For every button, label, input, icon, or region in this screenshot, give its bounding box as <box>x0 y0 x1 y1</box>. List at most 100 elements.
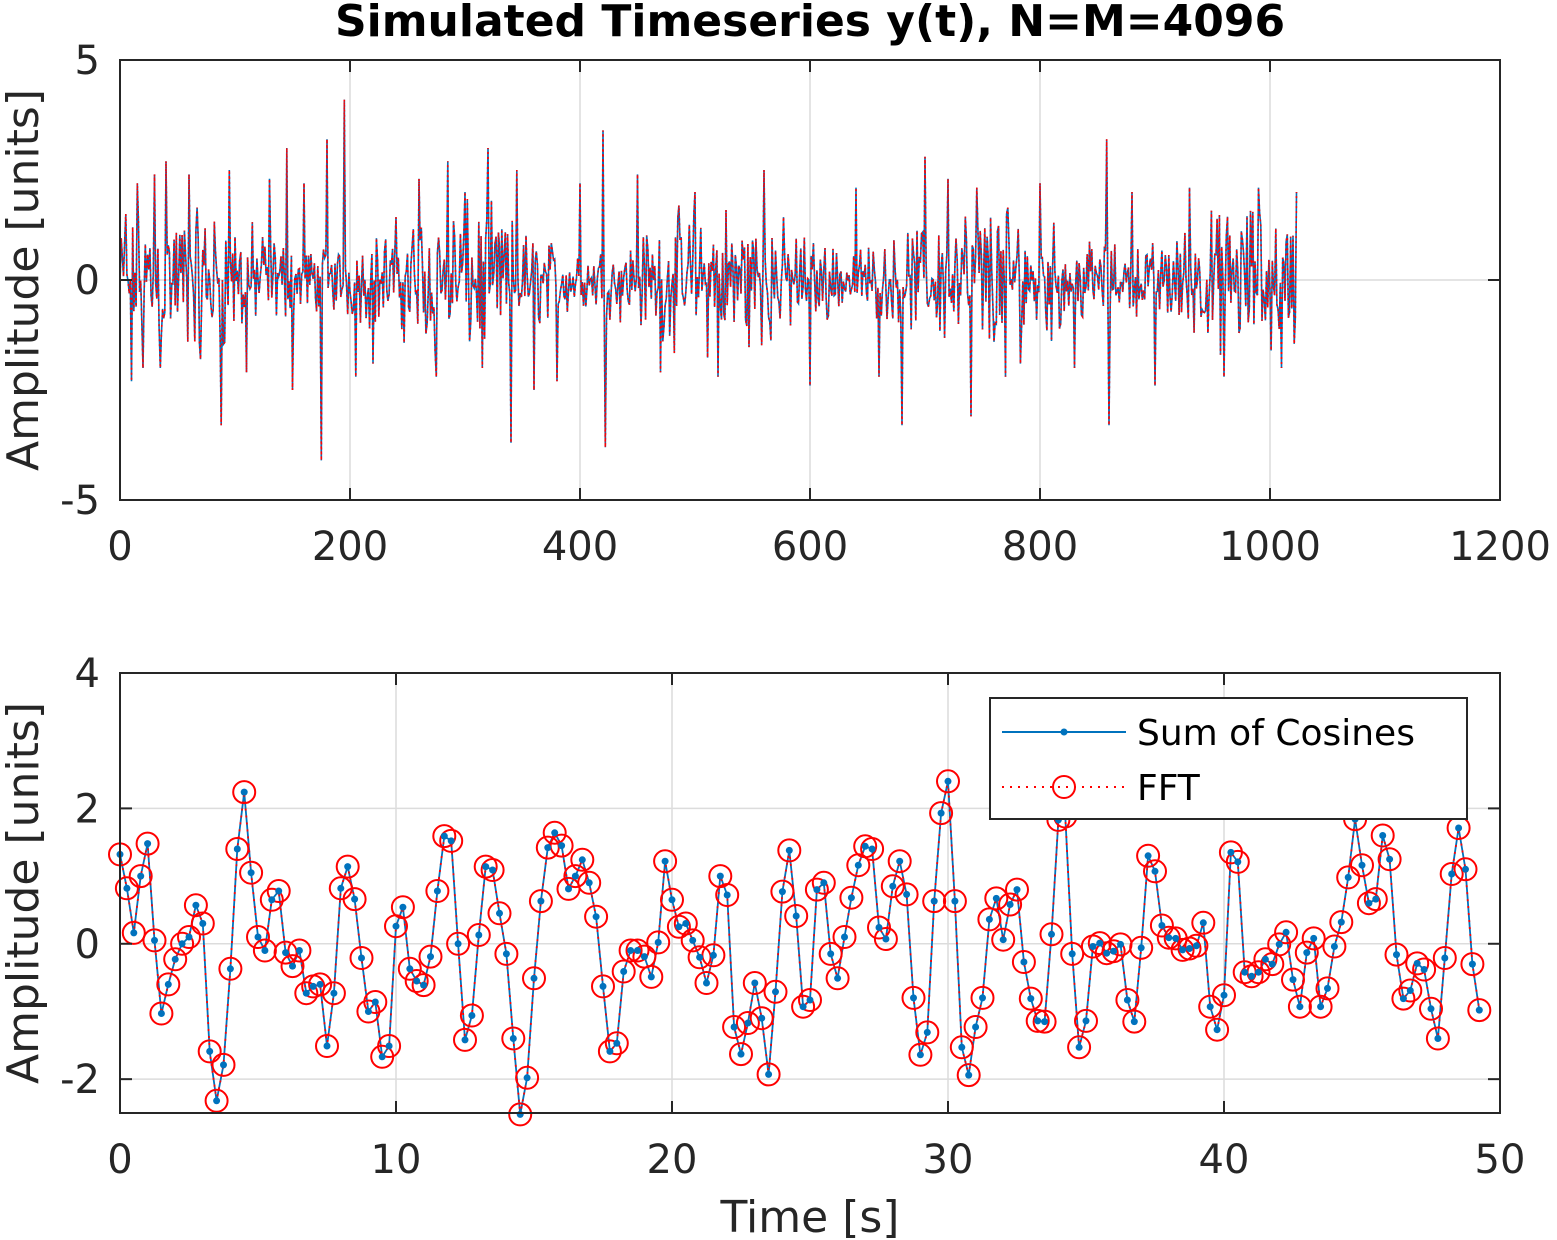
sum-of-cosines-marker <box>806 996 814 1004</box>
top-ytick-label: 5 <box>75 38 100 84</box>
fft-marker <box>1377 847 1402 872</box>
fft-marker <box>446 931 471 956</box>
fft-marker <box>1329 910 1354 935</box>
chart-title: Simulated Timeseries y(t), N=M=4096 <box>335 0 1285 47</box>
fft-marker <box>1101 939 1126 964</box>
sum-of-cosines-marker <box>565 885 572 893</box>
fft-marker <box>1156 925 1181 950</box>
sum-of-cosines-marker <box>447 837 455 845</box>
fft-marker <box>1018 986 1043 1011</box>
bottom-xtick-label: 30 <box>923 1137 974 1183</box>
fft-marker <box>1453 857 1478 882</box>
sum-of-cosines-marker <box>1096 939 1104 947</box>
fft-marker <box>128 864 153 889</box>
sum-of-cosines-marker <box>378 1053 386 1061</box>
fft-marker <box>280 954 305 979</box>
fft-marker <box>798 988 822 1012</box>
sum-of-cosines-marker <box>1013 886 1021 894</box>
fft-marker <box>528 889 553 914</box>
sum-of-cosines-marker <box>792 912 800 920</box>
fft-marker <box>1432 946 1457 970</box>
sum-of-cosines-marker <box>930 897 938 905</box>
sum-of-cosines-marker <box>213 1097 221 1105</box>
fft-marker <box>839 885 864 910</box>
sum-of-cosines-marker <box>1034 1017 1042 1025</box>
sum-of-cosines-marker <box>1455 824 1463 832</box>
fft-marker <box>749 1006 774 1031</box>
sum-of-cosines-marker <box>1393 951 1400 959</box>
fft-marker <box>232 780 257 805</box>
sum-of-cosines-marker <box>1255 968 1262 976</box>
fft-marker <box>1391 986 1416 1011</box>
sum-of-cosines-marker <box>985 915 993 923</box>
fft-marker <box>390 895 415 920</box>
fft-marker <box>1025 1008 1050 1033</box>
sum-of-cosines-marker <box>302 989 310 997</box>
sum-of-cosines-marker <box>654 938 662 946</box>
fft-marker <box>584 904 609 929</box>
sum-of-cosines-marker <box>151 936 158 944</box>
fft-marker <box>487 901 512 926</box>
sum-of-cosines-marker <box>640 953 648 961</box>
sum-of-cosines-marker <box>1420 966 1428 973</box>
sum-of-cosines-marker <box>558 842 566 850</box>
fft-marker <box>515 1065 540 1090</box>
sum-of-cosines-marker <box>157 1010 165 1017</box>
bottom-ylabel: Amplitude [units] <box>0 702 49 1084</box>
fft-marker <box>542 820 567 845</box>
bottom-xlabel: Time [s] <box>720 1192 900 1240</box>
sum-of-cosines-marker <box>1248 972 1256 980</box>
fft-marker <box>984 886 1009 911</box>
fft-marker <box>494 941 519 966</box>
fft-marker <box>508 1102 533 1127</box>
fft-marker <box>308 972 333 997</box>
fft-marker <box>1136 843 1161 868</box>
sum-of-cosines-marker <box>1213 1026 1221 1034</box>
fft-marker <box>1274 920 1299 945</box>
fft-marker <box>121 920 146 945</box>
sum-of-cosines-marker <box>1110 947 1118 955</box>
fft-marker <box>190 911 215 936</box>
fft-marker <box>459 1003 484 1028</box>
sum-of-cosines-marker <box>1227 848 1235 856</box>
sum-of-cosines-marker <box>1151 867 1159 875</box>
sum-of-cosines-marker <box>206 1047 214 1055</box>
fft-marker <box>149 1001 174 1026</box>
fft-marker <box>977 907 1002 932</box>
fft-marker <box>114 876 139 901</box>
fft-marker <box>811 870 836 895</box>
fft-marker <box>804 877 829 902</box>
sum-of-cosines-marker <box>316 980 324 988</box>
fft-marker <box>418 944 443 969</box>
sum-of-cosines-marker <box>834 974 842 982</box>
fft-marker <box>135 831 160 856</box>
sum-of-cosines-marker <box>1358 861 1366 869</box>
sum-of-cosines-marker <box>999 936 1007 944</box>
sum-of-cosines-marker <box>923 1028 931 1036</box>
fft-marker <box>218 956 243 981</box>
fft-marker <box>480 858 505 882</box>
sum-of-cosines-marker <box>1399 995 1407 1003</box>
legend-marker-circle <box>1052 775 1076 799</box>
fft-marker <box>680 928 705 953</box>
fft-marker <box>439 828 464 853</box>
sum-of-cosines-marker <box>661 857 669 865</box>
sum-of-cosines-marker <box>1386 855 1394 863</box>
fft-marker <box>1253 947 1278 972</box>
sum-of-cosines-marker <box>882 935 890 943</box>
sum-of-cosines-marker <box>1372 895 1380 903</box>
fft-marker <box>694 971 719 995</box>
fft-marker <box>1322 934 1347 959</box>
sum-of-cosines-marker <box>730 1023 738 1031</box>
fft-marker <box>653 849 678 874</box>
fft-marker <box>784 904 809 928</box>
bottom-series-fft <box>119 781 1481 1115</box>
sum-of-cosines-marker <box>875 924 883 931</box>
sum-of-cosines-marker <box>634 947 641 954</box>
fft-marker <box>563 864 588 889</box>
sum-of-cosines-marker <box>903 890 911 898</box>
sum-of-cosines-marker <box>537 897 545 905</box>
sum-of-cosines-marker <box>1006 901 1014 908</box>
sum-of-cosines-marker <box>758 1014 766 1022</box>
fft-marker <box>425 879 450 903</box>
